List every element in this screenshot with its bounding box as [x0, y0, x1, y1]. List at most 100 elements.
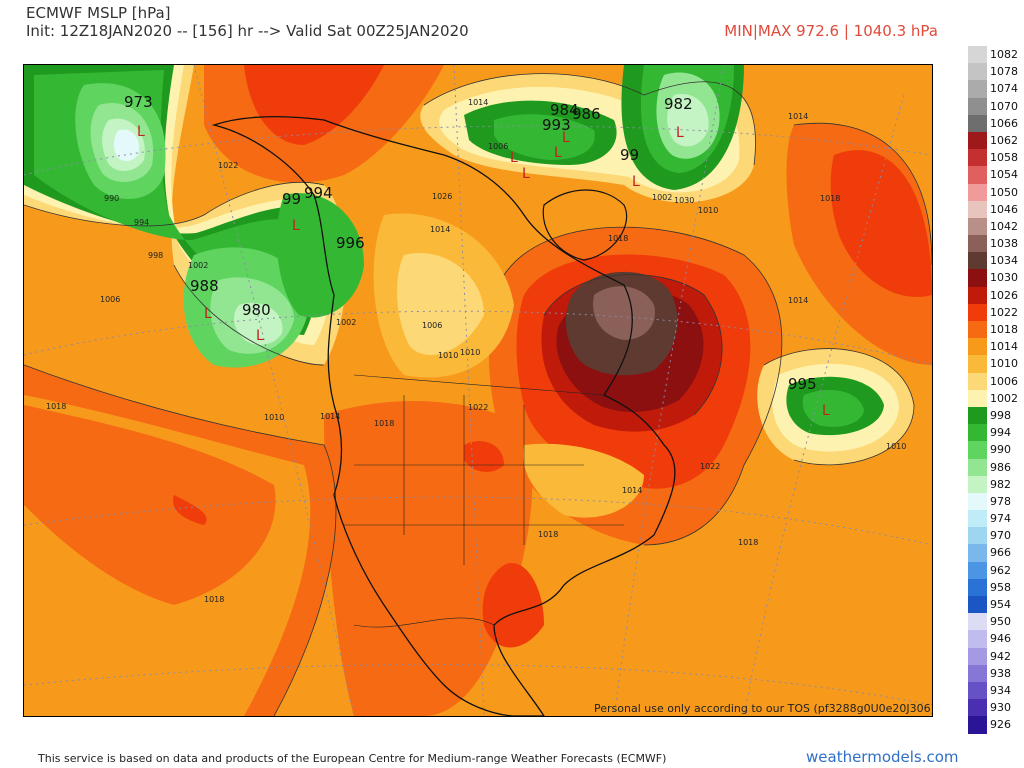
pressure-center-label: 973 — [124, 93, 153, 111]
isobar-label: 1006 — [488, 142, 508, 151]
colorbar-entry: 1062 — [968, 131, 1024, 150]
isobar-label: 1002 — [188, 261, 208, 270]
pressure-center-label: 980 — [242, 301, 271, 319]
colorbar-label: 1002 — [990, 391, 1018, 405]
isobar-label: 1018 — [738, 538, 758, 547]
isobar-label: 1014 — [320, 412, 340, 421]
pressure-region-994-atlantic-low — [802, 390, 864, 427]
tos-watermark: Personal use only according to our TOS (… — [594, 702, 932, 715]
colorbar-entry: 946 — [968, 630, 1024, 648]
colorbar-swatch — [968, 681, 987, 700]
isobar-label: 1022 — [700, 462, 720, 471]
low-pressure-marker: L — [676, 125, 684, 141]
pressure-center-label: 986 — [572, 105, 601, 123]
colorbar-entry: 926 — [968, 716, 1024, 734]
low-pressure-marker: L — [510, 150, 518, 166]
isobar-label: 1014 — [788, 112, 808, 121]
colorbar-entry: 934 — [968, 681, 1024, 700]
colorbar-entry: 990 — [968, 441, 1024, 459]
colorbar-label: 1046 — [990, 202, 1018, 216]
colorbar-label: 1042 — [990, 219, 1018, 233]
pressure-center-label: 988 — [190, 277, 219, 295]
isobar-lines — [24, 73, 932, 716]
colorbar-entry: 1054 — [968, 166, 1024, 184]
colorbar-label: 942 — [990, 649, 1011, 663]
ecmwf-attribution: This service is based on data and produc… — [38, 752, 667, 765]
colorbar-swatch — [968, 406, 987, 425]
site-link[interactable]: weathermodels.com — [806, 748, 959, 766]
colorbar-entry: 1022 — [968, 303, 1024, 321]
colorbar-label: 1070 — [990, 99, 1018, 113]
mslp-map: 973 982 984 986 993 99 994 99 996 988 98… — [23, 64, 933, 717]
isobar-label: 1010 — [886, 442, 906, 451]
colorbar-label: 958 — [990, 580, 1011, 594]
isobar-label: 1018 — [608, 234, 628, 243]
colorbar-entry: 1014 — [968, 338, 1024, 356]
pressure-region-1038 — [593, 286, 655, 340]
colorbar-label: 1010 — [990, 357, 1018, 371]
pressure-center-label: 994 — [304, 184, 333, 202]
low-pressure-marker: L — [137, 124, 145, 140]
colorbar-swatch — [968, 441, 987, 459]
isobar-label: 1010 — [460, 348, 480, 357]
colorbar-entry: 978 — [968, 492, 1024, 511]
colorbar-swatch — [968, 647, 987, 665]
pressure-region-1022-texas — [482, 563, 544, 648]
colorbar-entry: 1074 — [968, 80, 1024, 98]
colorbar-swatch — [968, 664, 987, 682]
colorbar-label: 934 — [990, 683, 1011, 697]
colorbar-entry: 1018 — [968, 321, 1024, 339]
isobar-label: 1022 — [468, 403, 488, 412]
colorbar-swatch — [968, 527, 987, 545]
colorbar-label: 1082 — [990, 48, 1018, 61]
colorbar-label: 1054 — [990, 168, 1018, 182]
colorbar-label: 954 — [990, 598, 1011, 611]
colorbar-entry: 1006 — [968, 372, 1024, 390]
low-pressure-marker: L — [522, 166, 530, 182]
pressure-region-1022-pacific — [173, 495, 207, 525]
colorbar-entry: 1026 — [968, 286, 1024, 304]
pressure-region-1022-atlantic — [830, 150, 932, 297]
colorbar-entry: 986 — [968, 458, 1024, 476]
colorbar-entry: 1082 — [968, 46, 1024, 64]
colorbar-label: 1058 — [990, 151, 1018, 165]
colorbar-label: 1022 — [990, 305, 1018, 319]
colorbar-label: 1062 — [990, 133, 1018, 147]
isobar-label: 1010 — [698, 206, 718, 215]
colorbar-entry: 962 — [968, 561, 1024, 579]
isobar-label: 1022 — [218, 161, 238, 170]
colorbar-label: 974 — [990, 512, 1011, 526]
colorbar-swatch — [968, 458, 987, 476]
isobar-label: 1002 — [336, 318, 356, 327]
colorbar-label: 1014 — [990, 340, 1018, 354]
colorbar-swatch — [968, 630, 987, 648]
isobar-label: 1010 — [264, 413, 284, 422]
colorbar-entry: 1030 — [968, 269, 1024, 287]
colorbar-swatch — [968, 424, 987, 442]
low-pressure-marker: L — [292, 218, 300, 234]
colorbar-swatch — [968, 286, 987, 304]
colorbar-entry: 970 — [968, 527, 1024, 545]
colorbar-label: 998 — [990, 408, 1011, 422]
colorbar-swatch — [968, 372, 987, 390]
pressure-region-1010-southeast — [523, 443, 644, 518]
low-pressure-marker: L — [822, 403, 830, 419]
isobar-label: 1026 — [432, 192, 452, 201]
hudson-bay-outline — [542, 189, 628, 261]
colorbar-label: 1050 — [990, 185, 1018, 199]
colorbar-label: 1018 — [990, 323, 1018, 336]
colorbar-entry: 1050 — [968, 183, 1024, 201]
isobar-label: 990 — [104, 194, 119, 203]
min-max-readout: MIN|MAX 972.6 | 1040.3 hPa — [724, 22, 938, 40]
colorbar-swatch — [968, 596, 987, 614]
colorbar-entry: 938 — [968, 664, 1024, 682]
low-pressure-marker: L — [562, 130, 570, 146]
colorbar-entry: 1078 — [968, 63, 1024, 81]
isobar-label: 1018 — [820, 194, 840, 203]
colorbar-swatch — [968, 475, 987, 493]
pressure-colorbar: 1082 1078 1074 1070 1066 1062 1058 1054 1050 1046… — [968, 46, 1024, 734]
colorbar-swatch — [968, 321, 987, 339]
pressure-region-1022-north — [244, 65, 384, 145]
colorbar-swatch — [968, 269, 987, 287]
colorbar-swatch — [968, 303, 987, 321]
